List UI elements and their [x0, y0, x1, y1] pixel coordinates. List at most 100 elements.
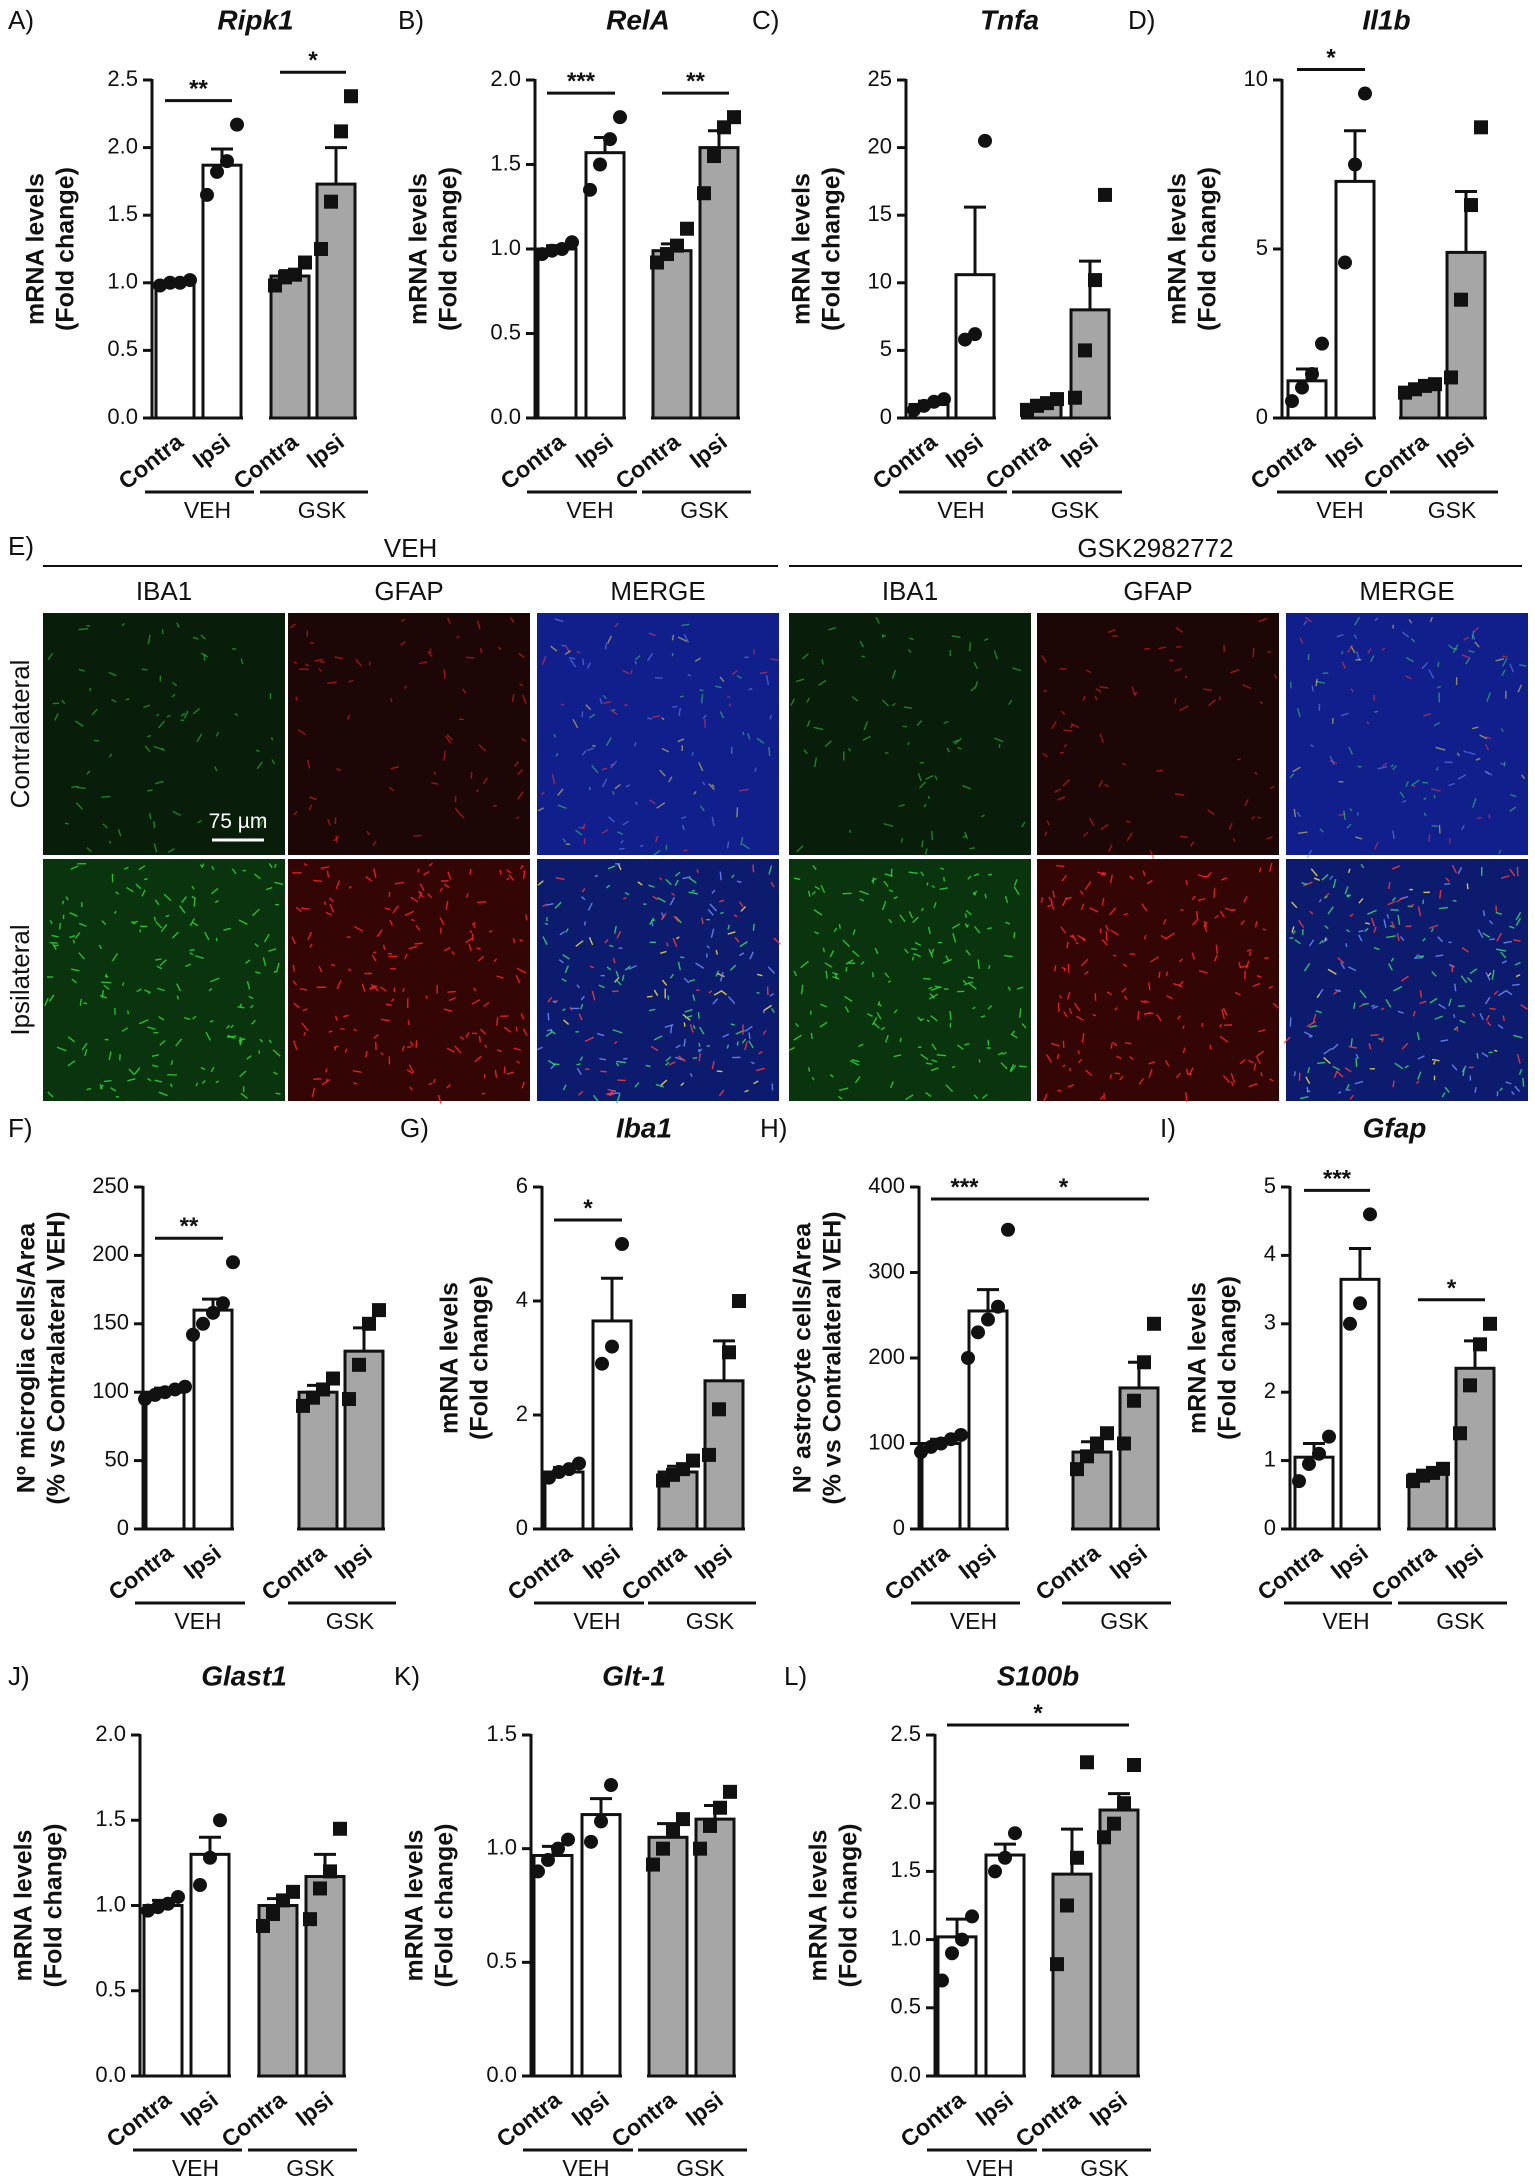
y-tick-label: 1.0: [486, 1834, 517, 1859]
data-point: [203, 1850, 217, 1865]
y-tick-label: 2: [516, 1401, 528, 1426]
data-point: [572, 1456, 586, 1471]
data-point: [1068, 390, 1082, 405]
group-label: GSK: [286, 2155, 335, 2181]
data-point: [991, 1299, 1005, 1314]
micrograph-tile: [788, 859, 1031, 1101]
group-label: VEH: [573, 1608, 620, 1634]
data-point: [1453, 1426, 1467, 1441]
data-point: [937, 392, 951, 407]
chart-title: RelA: [606, 4, 670, 35]
significance-label: ***: [1323, 1165, 1352, 1192]
data-point: [1315, 336, 1329, 351]
data-point: [1454, 292, 1468, 307]
data-point: [1008, 1826, 1022, 1841]
data-point: [342, 1392, 356, 1407]
x-tick-label: Ipsi: [1085, 2086, 1132, 2131]
chart-title: Glt-1: [602, 1660, 666, 1691]
data-point: [965, 1909, 979, 1924]
y-axis-label: mRNA levels (Fold change): [436, 1276, 494, 1440]
y-axis-label: mRNA levels (Fold change): [22, 167, 80, 331]
y-tick-label: 1.0: [95, 1891, 126, 1916]
x-tick-label: Ipsi: [1321, 428, 1368, 473]
data-point: [333, 1821, 347, 1836]
chart-title: Tnfa: [980, 4, 1039, 35]
bar: [647, 1835, 689, 2078]
data-point: [603, 132, 617, 147]
data-point: [604, 1778, 618, 1793]
y-tick-label: 100: [92, 1378, 129, 1403]
x-tick-label: Contra: [1366, 1539, 1441, 1605]
data-point: [1348, 157, 1362, 172]
y-tick-label: 300: [868, 1258, 905, 1283]
bar: [1098, 1808, 1140, 2078]
data-point: [1080, 1449, 1094, 1464]
y-axis-label: mRNA levels (Fold change): [401, 1824, 459, 1988]
y-axis-label: Nº astrocyte cells/Area (% vs Contralater…: [789, 1211, 847, 1504]
y-axis-label-line: mRNA levels: [22, 173, 50, 325]
y-tick-label: 1.0: [107, 269, 138, 294]
y-axis-label-line: mRNA levels: [436, 1282, 464, 1434]
y-tick-label: 0: [1264, 1515, 1276, 1540]
y-tick-label: 0: [880, 404, 892, 429]
y-tick-label: 400: [868, 1173, 905, 1198]
y-tick-label: 1.5: [107, 201, 138, 226]
data-point: [584, 1834, 598, 1849]
data-point: [1127, 1758, 1141, 1773]
group-label: VEH: [562, 2155, 609, 2181]
stain-label: GFAP: [374, 576, 443, 606]
group-label: GSK: [1080, 2155, 1129, 2181]
bar: [1339, 1277, 1381, 1531]
y-tick-label: 1.5: [95, 1806, 126, 1831]
data-point: [1322, 1429, 1336, 1444]
panel-letter: L): [784, 1661, 807, 1691]
x-tick-label: Contra: [1030, 1539, 1105, 1605]
x-tick-label: Contra: [502, 1539, 577, 1605]
y-axis-label-line: (Fold change): [1214, 1276, 1242, 1440]
y-tick-label: 25: [868, 66, 892, 91]
micrograph-tile: [288, 859, 530, 1104]
chart-title: Il1b: [1362, 4, 1410, 35]
data-point: [213, 1813, 227, 1828]
x-tick-label: Contra: [491, 2086, 566, 2152]
data-point: [981, 1312, 995, 1327]
y-axis-label-line: (Fold change): [435, 167, 463, 331]
data-point: [676, 1812, 690, 1827]
y-tick-label: 0.5: [490, 319, 521, 344]
x-tick-label: Contra: [895, 2086, 970, 2152]
group-label: GSK: [1428, 497, 1477, 523]
significance-label: *: [1447, 1275, 1457, 1302]
data-point: [595, 1356, 609, 1371]
x-tick-label: Contra: [228, 428, 303, 494]
y-tick-label: 150: [92, 1310, 129, 1335]
data-point: [615, 1237, 629, 1251]
y-tick-label: 0.0: [95, 2062, 126, 2087]
chart-panel-a: A) Ripk1 0.0 0.5 1.0 1.5 2.0 2.5 mRNA levels (Fol…: [8, 4, 368, 523]
data-point: [193, 1878, 207, 1893]
group-label: VEH: [1322, 1608, 1369, 1634]
x-tick-label: Contra: [216, 2086, 291, 2152]
data-point: [1338, 255, 1352, 270]
micrograph-tile: [1283, 859, 1528, 1101]
significance-label: ***: [950, 1174, 979, 1201]
y-axis-label-line: mRNA levels: [405, 173, 433, 325]
x-tick-label: Ipsi: [1441, 1539, 1488, 1584]
data-point: [1097, 1830, 1111, 1845]
data-point: [1483, 1316, 1497, 1331]
y-axis-label-line: mRNA levels: [805, 1830, 833, 1982]
bar: [343, 1349, 385, 1531]
data-point: [1464, 198, 1478, 213]
data-point: [313, 1881, 327, 1896]
group-label: GSK: [1051, 497, 1100, 523]
significance-label: ***: [567, 68, 596, 95]
bar: [532, 1853, 574, 2078]
data-point: [998, 1850, 1012, 1865]
x-tick-label: Contra: [495, 428, 570, 494]
y-axis-label-line: Nº microglia cells/Area: [13, 1222, 41, 1493]
panel-letter: B): [398, 5, 424, 35]
data-point: [954, 1427, 968, 1442]
y-tick-label: 2: [1264, 1378, 1276, 1403]
data-point: [1080, 1755, 1094, 1770]
data-point: [186, 1327, 200, 1342]
